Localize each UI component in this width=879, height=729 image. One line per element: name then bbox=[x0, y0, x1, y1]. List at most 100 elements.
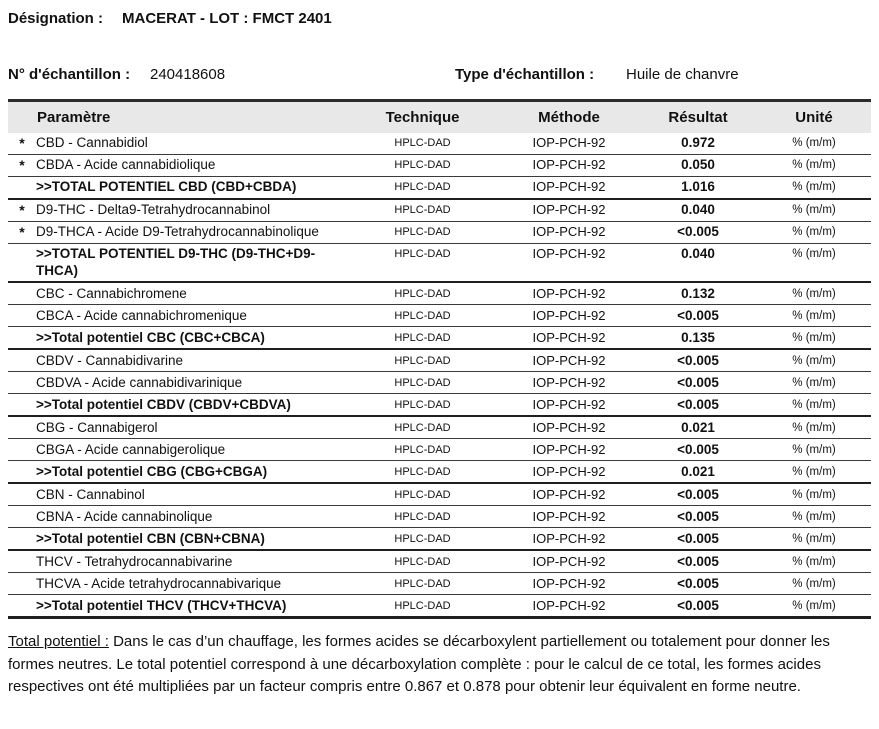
parameter-cell: >>TOTAL POTENTIEL D9-THC (D9-THC+D9-THCA… bbox=[36, 246, 316, 278]
footnote: Total potentiel : Dans le cas d’un chauf… bbox=[8, 631, 869, 699]
parameter-cell: THCV - Tetrahydrocannabivarine bbox=[36, 553, 233, 569]
technique-cell: HPLC-DAD bbox=[394, 376, 451, 389]
technique-cell: HPLC-DAD bbox=[394, 398, 451, 411]
unit-cell: % (m/m) bbox=[792, 465, 836, 478]
parameter-cell: CBNA - Acide cannabinolique bbox=[36, 508, 213, 524]
method-cell: IOP-PCH-92 bbox=[532, 157, 606, 172]
result-cell: 1.016 bbox=[681, 179, 715, 194]
out-of-scope-flag bbox=[8, 394, 36, 417]
out-of-scope-flag bbox=[8, 416, 36, 439]
method-cell: IOP-PCH-92 bbox=[532, 307, 606, 323]
result-cell: 0.972 bbox=[681, 135, 715, 150]
col-header-result: Résultat bbox=[668, 108, 728, 126]
result-cell: <0.005 bbox=[677, 352, 719, 368]
method-cell: IOP-PCH-92 bbox=[532, 179, 606, 194]
out-of-scope-flag bbox=[8, 372, 36, 394]
table-row: * D9-THC - Delta9-Tetrahydrocannabinol H… bbox=[8, 199, 872, 221]
out-of-scope-flag bbox=[8, 176, 36, 199]
result-cell: <0.005 bbox=[677, 307, 719, 323]
unit-cell: % (m/m) bbox=[792, 443, 836, 456]
out-of-scope-flag bbox=[8, 349, 36, 372]
parameter-cell: >>Total potentiel CBDV (CBDV+CBDVA) bbox=[36, 396, 291, 412]
method-cell: IOP-PCH-92 bbox=[532, 329, 606, 345]
table-row: * D9-THCA - Acide D9-Tetrahydrocannabino… bbox=[8, 221, 872, 243]
method-cell: IOP-PCH-92 bbox=[532, 575, 606, 591]
table-row: CBGA - Acide cannabigerolique HPLC-DAD I… bbox=[8, 439, 872, 461]
out-of-scope-flag: * bbox=[19, 135, 25, 151]
parameter-cell: CBDVA - Acide cannabidivarinique bbox=[36, 374, 243, 390]
designation-row: Désignation : MACERAT - LOT : FMCT 2401 bbox=[8, 10, 871, 30]
result-cell: <0.005 bbox=[677, 486, 719, 502]
table-row: * CBD - Cannabidiol HPLC-DAD IOP-PCH-92 … bbox=[8, 133, 872, 154]
unit-cell: % (m/m) bbox=[792, 137, 836, 149]
technique-cell: HPLC-DAD bbox=[394, 599, 451, 612]
unit-cell: % (m/m) bbox=[792, 181, 836, 193]
unit-cell: % (m/m) bbox=[792, 532, 836, 545]
technique-cell: HPLC-DAD bbox=[394, 465, 451, 478]
col-header-parameter: Paramètre bbox=[37, 108, 111, 126]
result-cell: <0.005 bbox=[677, 396, 719, 412]
parameter-cell: CBCA - Acide cannabichromenique bbox=[36, 307, 247, 323]
result-cell: <0.005 bbox=[677, 575, 719, 591]
results-table-body: * CBD - Cannabidiol HPLC-DAD IOP-PCH-92 … bbox=[8, 133, 872, 618]
technique-cell: HPLC-DAD bbox=[394, 248, 451, 260]
technique-cell: HPLC-DAD bbox=[394, 443, 451, 456]
result-cell: 0.040 bbox=[681, 202, 715, 217]
technique-cell: HPLC-DAD bbox=[394, 226, 451, 238]
results-table-header: Paramètre Technique Méthode Résultat Uni… bbox=[8, 100, 872, 133]
method-cell: IOP-PCH-92 bbox=[532, 530, 606, 546]
parameter-cell: >>TOTAL POTENTIEL CBD (CBD+CBDA) bbox=[36, 179, 297, 194]
result-cell: <0.005 bbox=[677, 441, 719, 457]
parameter-cell: CBGA - Acide cannabigerolique bbox=[36, 441, 226, 457]
parameter-cell: D9-THC - Delta9-Tetrahydrocannabinol bbox=[36, 202, 271, 217]
result-cell: <0.005 bbox=[677, 224, 719, 239]
out-of-scope-flag bbox=[8, 327, 36, 350]
out-of-scope-flag bbox=[8, 483, 36, 506]
sample-type-value: Huile de chanvre bbox=[626, 66, 739, 83]
table-row: >>TOTAL POTENTIEL CBD (CBD+CBDA) HPLC-DA… bbox=[8, 176, 872, 199]
technique-cell: HPLC-DAD bbox=[394, 331, 451, 344]
out-of-scope-flag bbox=[8, 305, 36, 327]
unit-cell: % (m/m) bbox=[792, 309, 836, 322]
col-header-method: Méthode bbox=[538, 108, 600, 126]
footnote-lead: Total potentiel : bbox=[8, 633, 109, 650]
technique-cell: HPLC-DAD bbox=[394, 488, 451, 501]
technique-cell: HPLC-DAD bbox=[394, 421, 451, 434]
result-cell: 0.135 bbox=[681, 329, 715, 345]
table-row: >>Total potentiel CBN (CBN+CBNA) HPLC-DA… bbox=[8, 528, 872, 550]
technique-cell: HPLC-DAD bbox=[394, 577, 451, 590]
table-row: >>Total potentiel CBC (CBC+CBCA) HPLC-DA… bbox=[8, 327, 872, 350]
sample-type-label: Type d'échantillon : bbox=[455, 66, 595, 83]
out-of-scope-flag bbox=[8, 506, 36, 528]
out-of-scope-flag bbox=[8, 243, 36, 282]
unit-cell: % (m/m) bbox=[792, 376, 836, 389]
designation-label: Désignation : bbox=[8, 10, 104, 27]
designation-value: MACERAT - LOT : FMCT 2401 bbox=[122, 10, 332, 27]
out-of-scope-flag bbox=[8, 573, 36, 595]
method-cell: IOP-PCH-92 bbox=[532, 135, 606, 150]
result-cell: 0.021 bbox=[681, 463, 715, 479]
footnote-text: Dans le cas d’un chauffage, les formes a… bbox=[8, 633, 830, 695]
method-cell: IOP-PCH-92 bbox=[532, 202, 606, 217]
method-cell: IOP-PCH-92 bbox=[532, 463, 606, 479]
technique-cell: HPLC-DAD bbox=[394, 510, 451, 523]
unit-cell: % (m/m) bbox=[792, 159, 836, 171]
method-cell: IOP-PCH-92 bbox=[532, 441, 606, 457]
technique-cell: HPLC-DAD bbox=[394, 159, 451, 171]
table-row: CBC - Cannabichromene HPLC-DAD IOP-PCH-9… bbox=[8, 282, 872, 305]
method-cell: IOP-PCH-92 bbox=[532, 486, 606, 502]
unit-cell: % (m/m) bbox=[792, 510, 836, 523]
table-row: >>Total potentiel THCV (THCV+THCVA) HPLC… bbox=[8, 595, 872, 618]
technique-cell: HPLC-DAD bbox=[394, 181, 451, 193]
result-cell: 0.132 bbox=[681, 285, 715, 301]
table-row: THCV - Tetrahydrocannabivarine HPLC-DAD … bbox=[8, 550, 872, 573]
table-row: >>TOTAL POTENTIEL D9-THC (D9-THC+D9-THCA… bbox=[8, 243, 872, 282]
unit-cell: % (m/m) bbox=[792, 354, 836, 367]
unit-cell: % (m/m) bbox=[792, 248, 836, 260]
result-cell: <0.005 bbox=[677, 553, 719, 569]
table-row: CBG - Cannabigerol HPLC-DAD IOP-PCH-92 0… bbox=[8, 416, 872, 439]
out-of-scope-flag: * bbox=[19, 224, 25, 240]
table-row: THCVA - Acide tetrahydrocannabivarique H… bbox=[8, 573, 872, 595]
method-cell: IOP-PCH-92 bbox=[532, 553, 606, 569]
